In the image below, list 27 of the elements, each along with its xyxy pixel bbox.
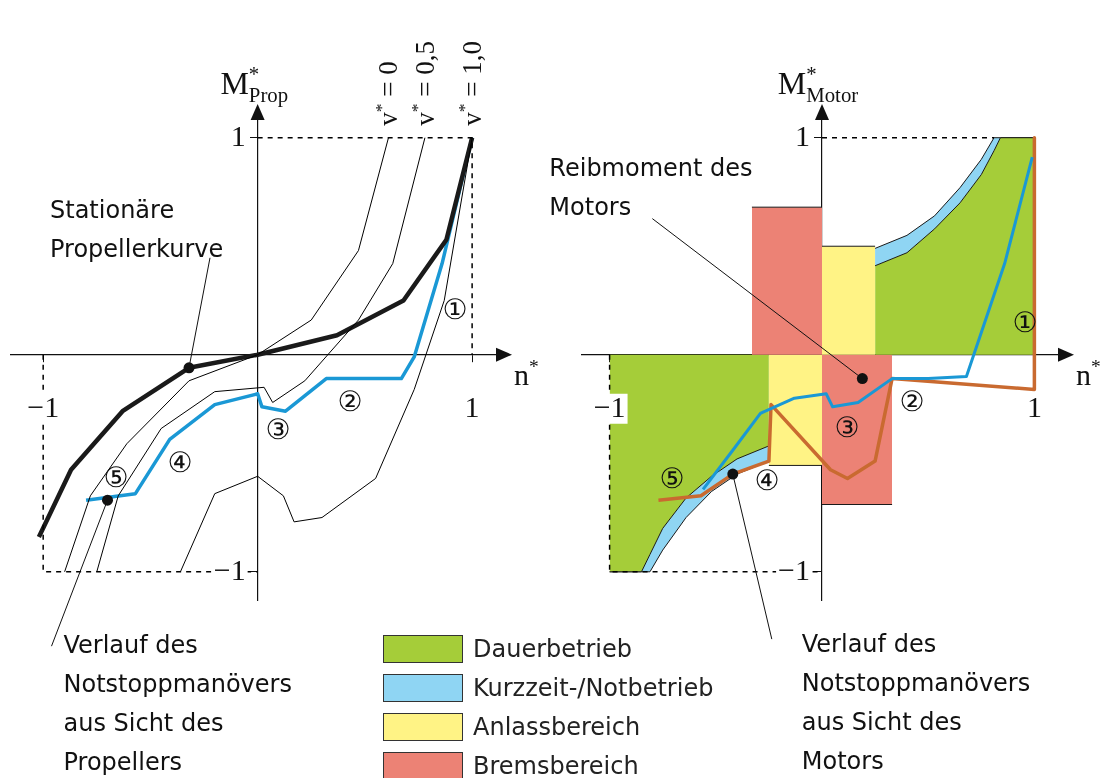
annotation: ① <box>1012 306 1038 340</box>
annotation: Verlauf des Notstoppmanövers aus Sicht des Motors <box>801 630 1031 776</box>
legend-label: Dauerbetrieb <box>473 634 632 663</box>
x-tick-label: −1 <box>593 389 626 423</box>
legend-label: Anlassbereich <box>473 712 641 741</box>
annotation: ② <box>337 385 363 419</box>
annotation: Verlauf des Notstoppmanövers aus Sicht des Propellers <box>63 631 292 777</box>
x-axis-title: n* <box>1076 355 1101 391</box>
x-tick-label: 1 <box>1026 389 1042 423</box>
annotation: ④ <box>167 446 193 480</box>
annotation: Reibmoment des Motors <box>549 153 753 221</box>
legend-label: Kurzzeit-/Notbetrieb <box>473 673 714 702</box>
annotation: ⑤ <box>103 461 129 495</box>
x-tick-label: −1 <box>27 389 60 423</box>
annotation: ① <box>442 293 468 327</box>
annotation: ④ <box>754 464 780 498</box>
annotation: ② <box>899 385 925 419</box>
annotation: v* = 0,5 <box>407 40 440 126</box>
annotation: Stationäre Propellerkurve <box>50 196 224 263</box>
annotation: ⑤ <box>659 462 685 496</box>
x-tick-label: 1 <box>464 389 480 423</box>
annotation: ③ <box>265 413 291 447</box>
annotation: ③ <box>834 411 860 445</box>
annotation: v* = 0 <box>370 61 404 126</box>
x-axis-title: n* <box>514 355 539 391</box>
annotation: v* = 1,0 <box>454 40 488 126</box>
legend-label: Bremsbereich <box>473 751 639 778</box>
